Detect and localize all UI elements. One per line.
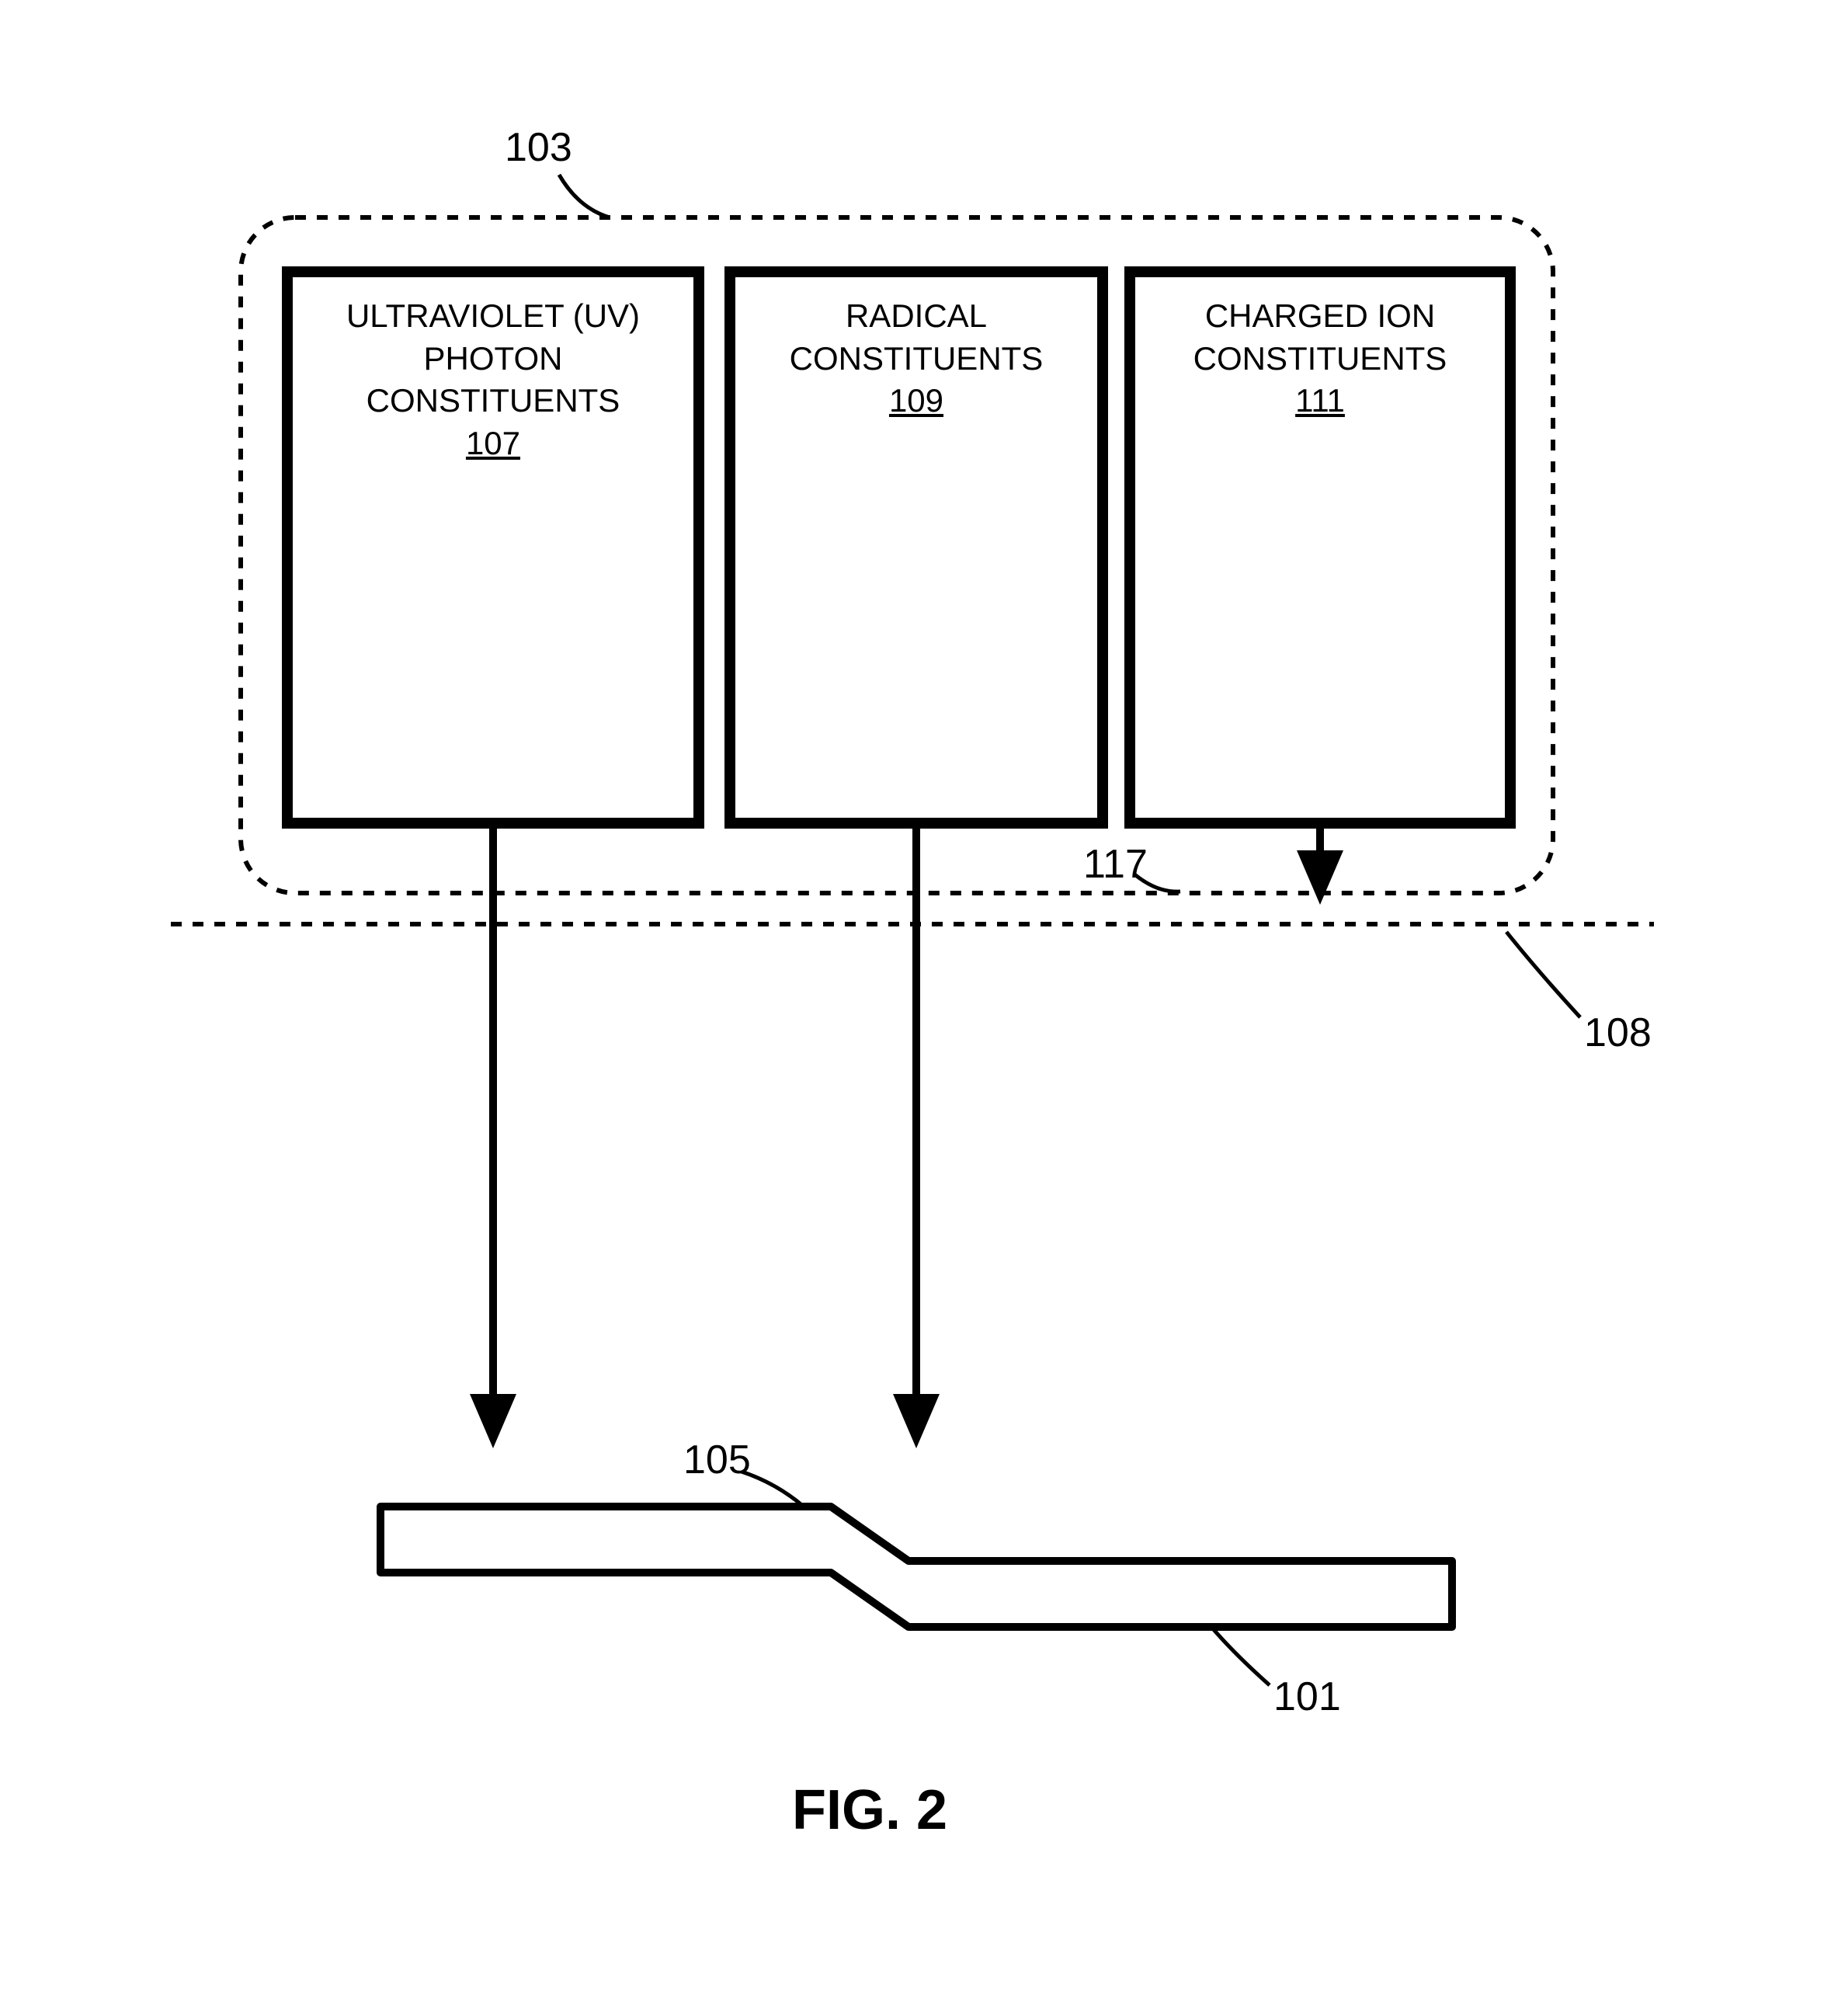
ref-117: 117 [1083,841,1148,888]
box-uv-label: ULTRAVIOLET (UV) PHOTON CONSTITUENTS 107 [291,295,695,464]
box-uv-line3: CONSTITUENTS [367,382,620,419]
diagram-container: ULTRAVIOLET (UV) PHOTON CONSTITUENTS 107… [0,0,1824,2016]
box-ion-label: CHARGED ION CONSTITUENTS 111 [1134,295,1506,422]
box-ion-line2: CONSTITUENTS [1193,340,1447,377]
box-radical-ref: 109 [889,382,943,419]
leader-101 [1211,1627,1270,1685]
box-uv-line1: ULTRAVIOLET (UV) [346,297,640,334]
arrow-uv [470,823,516,1448]
leader-103 [559,175,610,217]
ref-108: 108 [1584,1010,1652,1056]
leader-108 [1506,932,1580,1017]
box-radical-line2: CONSTITUENTS [790,340,1044,377]
box-ion-ref: 111 [1295,382,1345,419]
ref-101: 101 [1273,1674,1341,1720]
figure-title: FIG. 2 [792,1778,947,1842]
box-uv-ref: 107 [466,425,520,461]
ref-103: 103 [505,124,572,171]
box-radical-label: RADICAL CONSTITUENTS 109 [734,295,1099,422]
box-radical-line1: RADICAL [846,297,987,334]
arrow-radical [893,823,940,1448]
box-ion-line1: CHARGED ION [1205,297,1435,334]
box-uv-line2: PHOTON [424,340,563,377]
probe-shape [380,1507,1452,1627]
leader-105 [742,1472,804,1507]
ref-105: 105 [683,1437,751,1483]
